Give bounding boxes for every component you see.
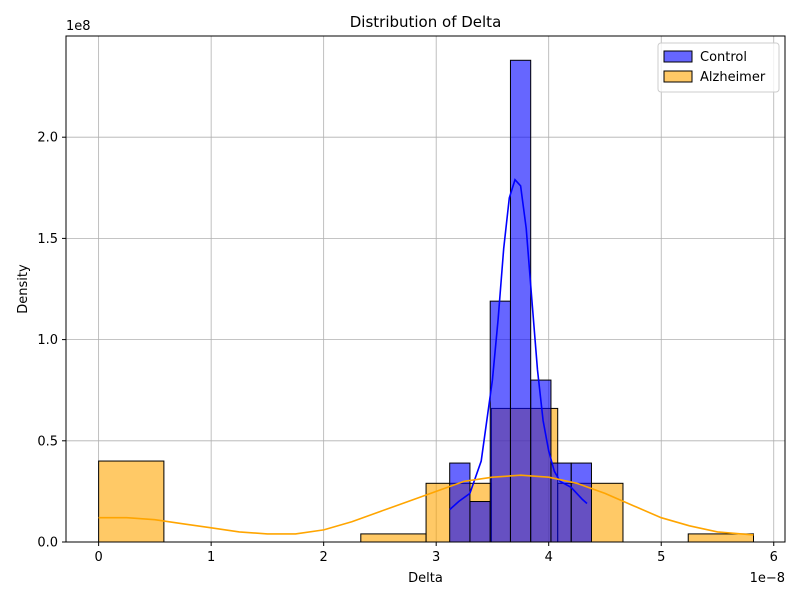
x-tick-label: 6 <box>770 550 778 565</box>
control-bar <box>449 462 471 543</box>
y-axis-label: Density <box>16 264 31 314</box>
control-bar <box>570 462 592 543</box>
y-axis-ticks: 0.0 0.5 1.0 1.5 2.0 <box>37 131 66 551</box>
x-tick-label: 2 <box>320 550 328 565</box>
alzheimer-kde-line <box>98 474 754 536</box>
chart-title: Distribution of Delta <box>350 13 502 31</box>
legend: Control Alzheimer <box>657 42 780 93</box>
plot-frame <box>65 35 786 543</box>
y-tick-label: 0.0 <box>37 536 58 551</box>
x-axis-ticks: 0 1 2 3 4 5 6 <box>94 542 778 565</box>
control-bar <box>469 501 491 543</box>
x-tick-label: 3 <box>432 550 440 565</box>
plot-background <box>66 36 785 542</box>
y-offset-label: 1e8 <box>66 19 91 34</box>
x-tick-label: 5 <box>657 550 665 565</box>
control-bar <box>509 59 532 543</box>
alzheimer-bar <box>98 460 165 543</box>
y-tick-label: 1.5 <box>37 232 58 247</box>
y-tick-label: 2.0 <box>37 131 58 146</box>
control-bar <box>550 462 572 543</box>
x-axis-label: Delta <box>408 571 443 586</box>
x-tick-label: 4 <box>545 550 553 565</box>
legend-swatch-control <box>663 50 693 63</box>
alzheimer-bar <box>687 533 754 543</box>
legend-swatch-alzheimer <box>663 70 693 83</box>
x-tick-label: 0 <box>94 550 102 565</box>
legend-label-alzheimer: Alzheimer <box>700 70 766 85</box>
y-tick-label: 0.5 <box>37 434 58 449</box>
alzheimer-bar <box>360 533 427 543</box>
x-tick-label: 1 <box>207 550 215 565</box>
control-bar <box>489 300 511 543</box>
legend-label-control: Control <box>700 50 747 65</box>
kde-curves <box>98 178 754 536</box>
y-tick-label: 1.0 <box>37 333 58 348</box>
x-offset-label: 1e−8 <box>750 571 785 586</box>
